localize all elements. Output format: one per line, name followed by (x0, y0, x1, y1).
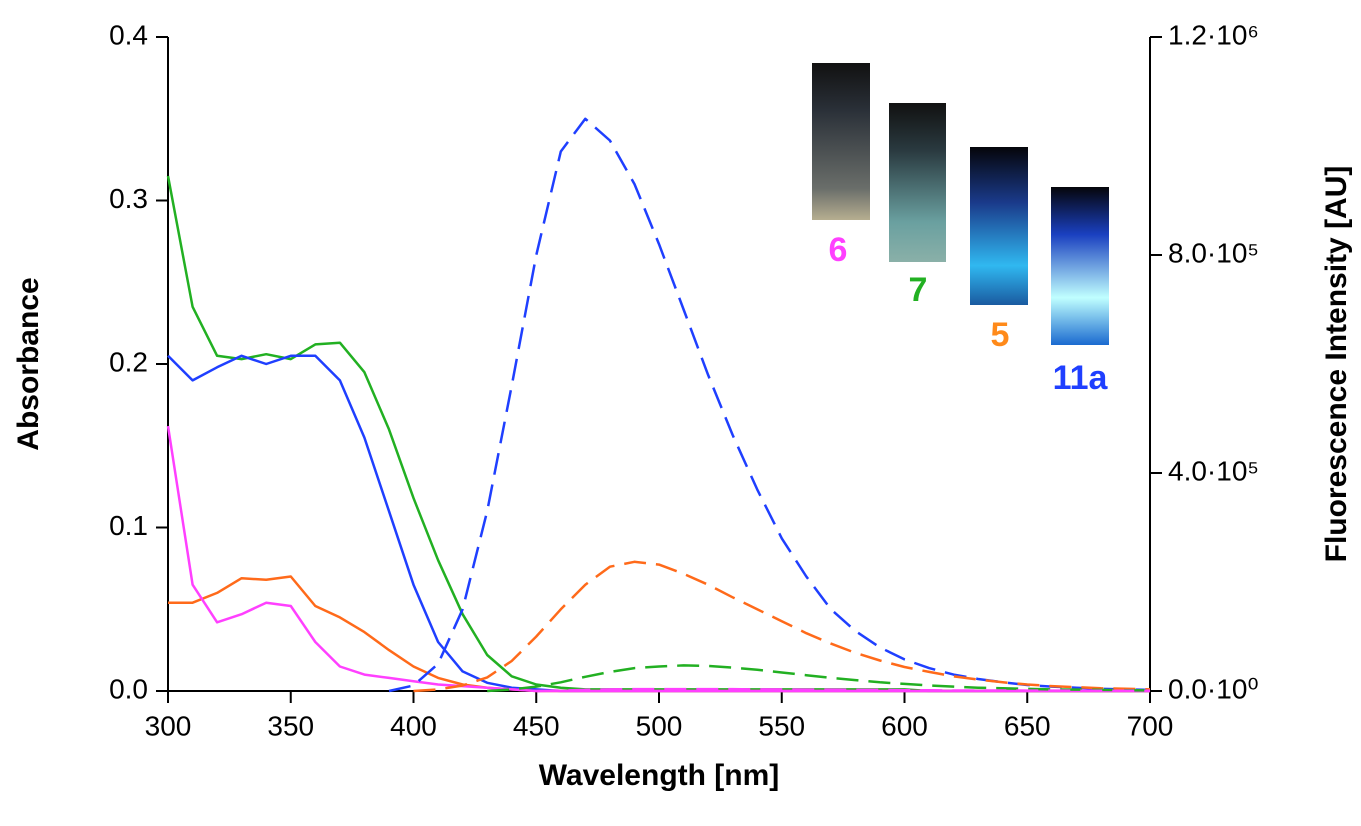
y-tick-label: 0.2 (109, 346, 148, 377)
compound-label: 7 (909, 271, 928, 309)
x-tick-label: 300 (145, 710, 192, 741)
x-tick-label: 600 (881, 710, 928, 741)
absorbance-line (166, 425, 1150, 693)
fluorescence-line (536, 687, 1150, 693)
compound-label: 5 (991, 316, 1010, 354)
x-tick-label: 500 (636, 710, 683, 741)
x-tick-label: 400 (390, 710, 437, 741)
y2-tick-label: 1.2·10⁶ (1168, 19, 1259, 50)
y-tick-label: 0.0 (109, 673, 148, 704)
y2-tick-label: 4.0·10⁵ (1168, 455, 1259, 486)
vial-photo (970, 147, 1028, 305)
y2-axis-title: Fluorescence Intensity [AU] (1320, 166, 1353, 563)
y2-tick-label: 8.0·10⁵ (1168, 237, 1259, 268)
x-tick-label: 550 (758, 710, 805, 741)
x-tick-label: 650 (1004, 710, 1051, 741)
vial-photo (1051, 187, 1109, 345)
vial-photo (812, 63, 870, 220)
x-tick-label: 700 (1127, 710, 1174, 741)
y-tick-label: 0.4 (109, 19, 148, 50)
vial-photo (889, 103, 946, 262)
y-tick-label: 0.3 (109, 183, 148, 214)
absorbance-line (168, 575, 1150, 693)
y2-tick-label: 0.0·10⁰ (1168, 673, 1259, 704)
y-tick-label: 0.1 (109, 510, 148, 541)
x-axis-title: Wavelength [nm] (539, 759, 780, 792)
x-tick-label: 350 (267, 710, 314, 741)
compound-label: 11a (1053, 359, 1109, 397)
fluorescence-line (413, 560, 1151, 693)
compound-label: 6 (829, 231, 848, 269)
x-tick-label: 450 (513, 710, 560, 741)
fluorescence-line (487, 664, 1151, 693)
y-axis-title: Absorbance (12, 277, 45, 450)
fluorescence-line (388, 117, 1151, 693)
